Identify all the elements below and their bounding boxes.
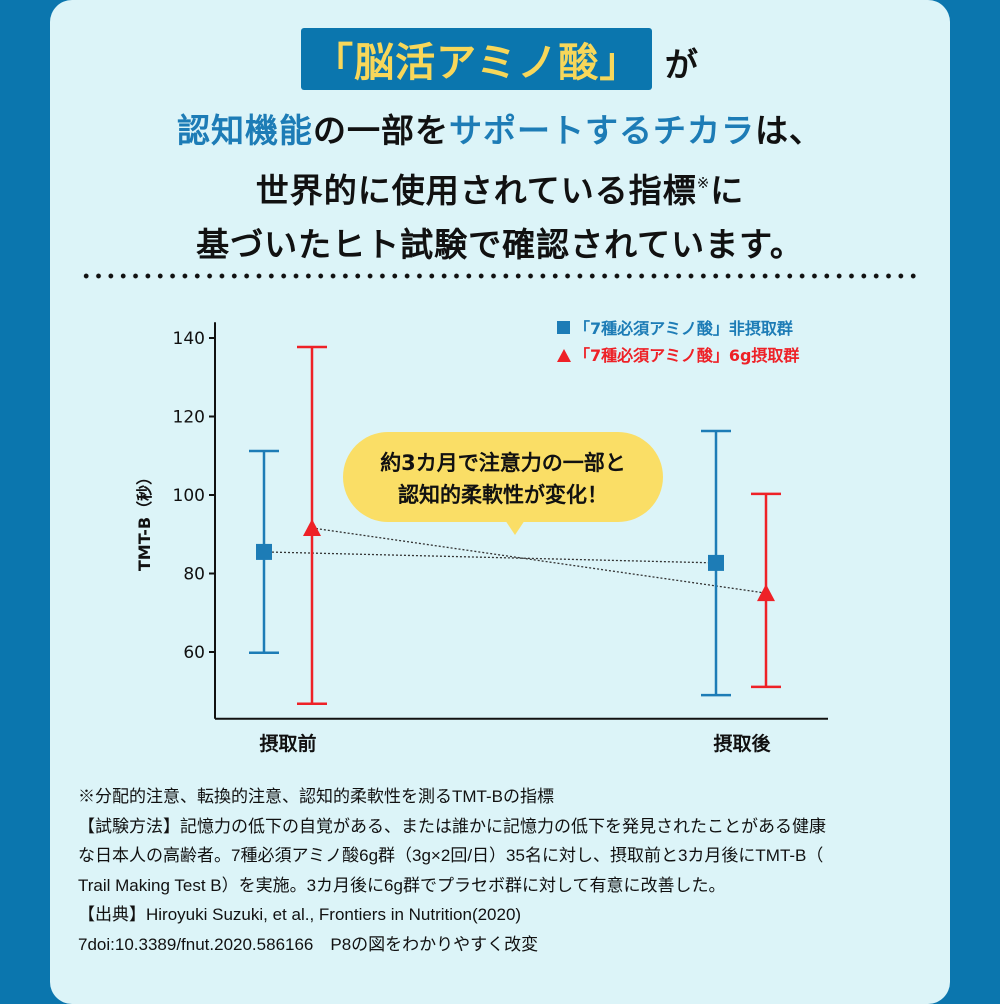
- headline-seg: 認知機能: [177, 111, 313, 150]
- y-tick-label: 100: [173, 486, 205, 506]
- trend-line: [311, 527, 767, 594]
- headline-seg: サポートするチカラ: [449, 111, 755, 150]
- callout-line-1: 約3カ月で注意力の一部と: [380, 451, 626, 475]
- headline-line-3: 世界的に使用されている指標※に: [0, 164, 1000, 212]
- y-axis-label: TMT-B（秒）: [135, 469, 154, 571]
- y-tick-label: 120: [173, 408, 205, 428]
- note-line: 【試験方法】記憶力の低下の自覚がある、または誰かに記憶力の低下を発見されたことが…: [78, 816, 826, 836]
- note-line: ※分配的注意、転換的注意、認知的柔軟性を測るTMT-Bの指標: [78, 787, 554, 806]
- headline-seg: の一部を: [313, 111, 449, 150]
- legend-label-treatment: 「7種必須アミノ酸」6g摂取群: [574, 346, 799, 365]
- headline-line-4: 基づいたヒト試験で確認されています。: [196, 225, 804, 264]
- dotted-divider: [80, 272, 920, 280]
- note-line: Trail Making Test B）を実施。3カ月後に6g群でプラセボ群に対…: [78, 875, 726, 895]
- data-point-triangle: [303, 518, 321, 536]
- callout-bubble: 約3カ月で注意力の一部と 認知的柔軟性が変化！: [343, 432, 663, 535]
- note-line: な日本人の高齢者。7種必須アミノ酸6g群（3g×2回/日）35名に対し、摂取前と…: [78, 846, 824, 866]
- legend-triangle-icon: [557, 349, 571, 362]
- y-tick-label: 140: [173, 329, 205, 349]
- callout-line-2: 認知的柔軟性が変化！: [398, 483, 608, 507]
- footnote-mark: ※: [696, 174, 711, 192]
- headline-line-2: 認知機能の一部をサポートするチカラは、: [0, 104, 1000, 152]
- data-point-square: [256, 543, 272, 560]
- product-name-highlight: 「脳活アミノ酸」: [301, 28, 653, 90]
- headline-text: 世界的に使用されている指標: [255, 171, 697, 210]
- trend-line: [263, 551, 717, 564]
- data-point-triangle: [757, 584, 775, 602]
- footnotes: ※分配的注意、転換的注意、認知的柔軟性を測るTMT-Bの指標 【試験方法】記憶力…: [78, 782, 948, 960]
- y-tick-label: 80: [183, 565, 205, 585]
- note-line: 7doi:10.3389/fnut.2020.586166 P8の図をわかりやす…: [78, 934, 539, 954]
- legend-square-icon: [557, 321, 570, 334]
- data-point-square: [708, 554, 724, 571]
- x-tick-label: 摂取後: [713, 732, 771, 755]
- x-tick-label: 摂取前: [259, 732, 316, 755]
- note-line: 【出典】Hiroyuki Suzuki, et al., Frontiers i…: [78, 905, 522, 925]
- headline-seg: は、: [755, 111, 823, 150]
- legend-label-control: 「7種必須アミノ酸」非摂取群: [574, 319, 793, 338]
- y-tick-label: 60: [183, 643, 205, 663]
- headline-particle: が: [664, 45, 699, 84]
- headline-text: に: [710, 171, 745, 210]
- headline-line-1: 「脳活アミノ酸」 が: [0, 28, 1000, 90]
